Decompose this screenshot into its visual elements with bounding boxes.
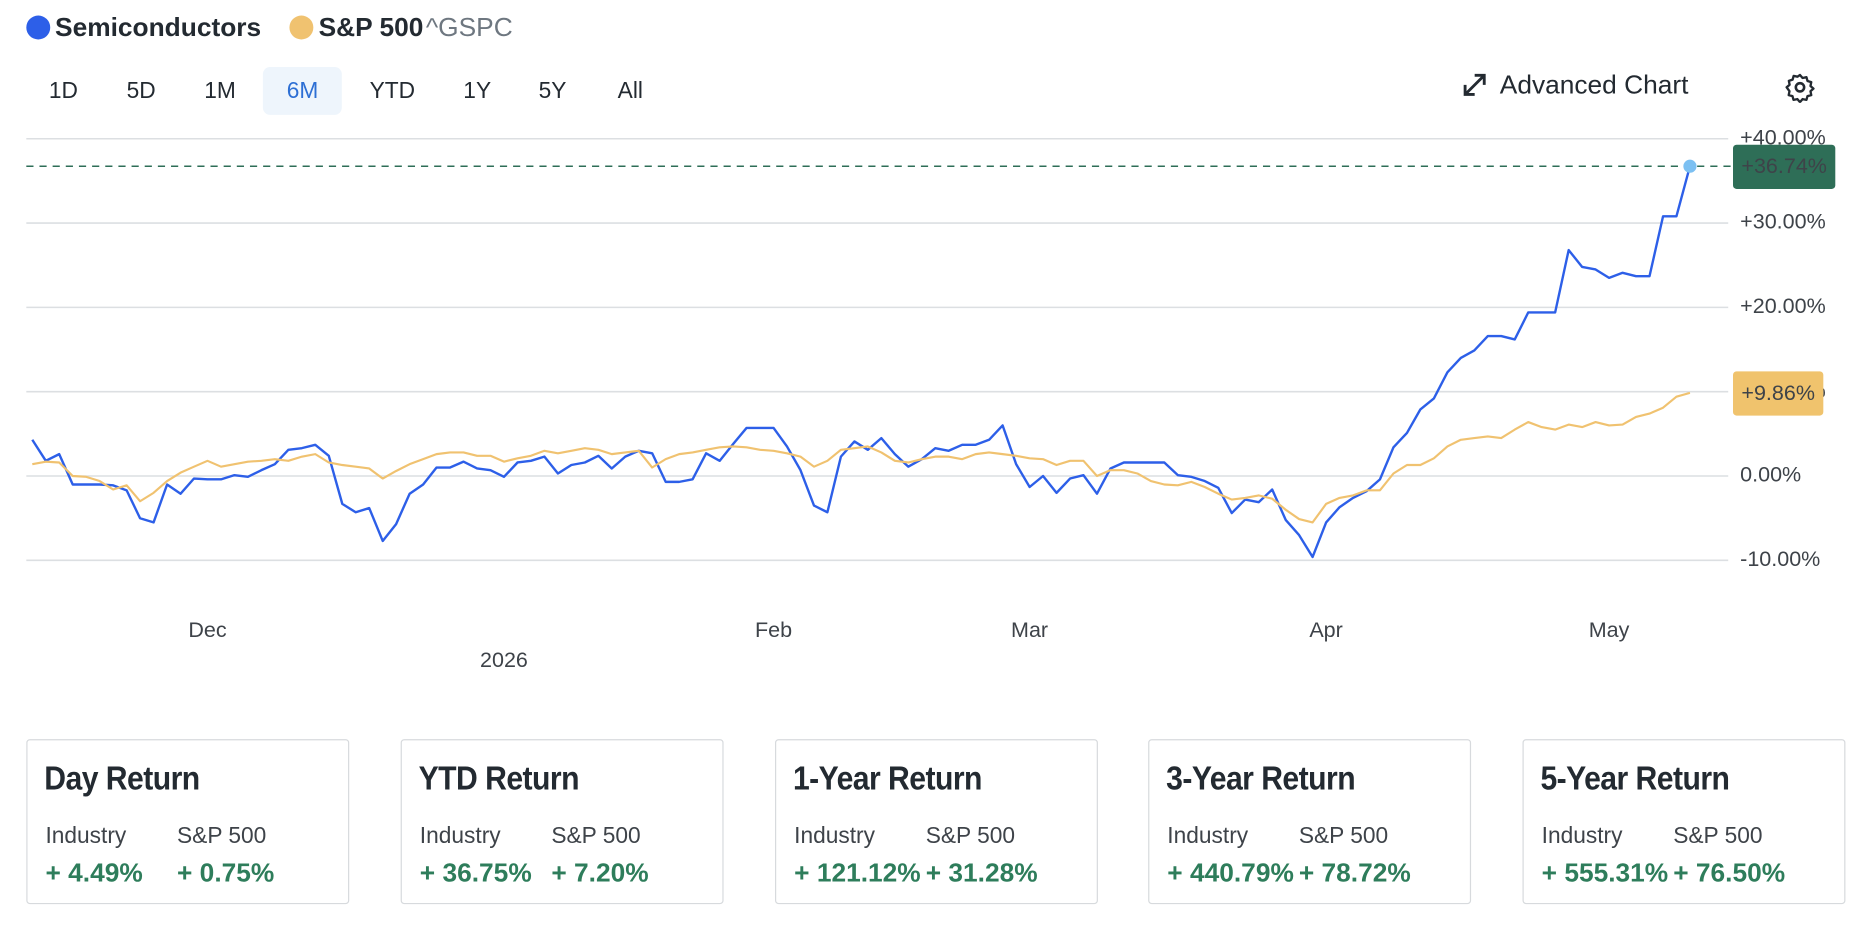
x-tick-label: Apr [1309,618,1342,642]
y-tick-label: -10.00% [1740,547,1820,571]
card-value: + 555.31% [1541,857,1669,888]
card-column-label: Industry [1541,824,1623,850]
series-line [32,391,1691,524]
x-tick-label: May [1589,618,1630,642]
legend: Semiconductors S&P 500 ^GSPC [26,12,534,43]
range-tab[interactable]: All [617,78,643,105]
card-title: 3-Year Return [1166,759,1356,797]
range-tab[interactable]: 5Y [538,78,567,105]
card-column-label: S&P 500 [925,824,1015,850]
last-value-label: +36.74% [1741,154,1827,178]
range-tab[interactable]: 1Y [463,78,492,105]
return-card: 1-Year Return Industry S&P 500 + 121.12% + 3… [775,739,1098,905]
last-value-box [1733,144,1836,189]
advanced-chart-button[interactable]: Advanced Chart [1462,69,1689,100]
card-column-label: Industry [794,824,875,850]
card-value: + 78.72% [1298,857,1411,888]
range-tab[interactable]: 1D [48,78,78,105]
last-value-badge: +36.74% [1733,144,1836,189]
y-tick-label: +30.00% [1740,210,1826,234]
chart: -10.00%0.00%+10.00%+20.00%+30.00%+40.00%… [26,125,1836,672]
card-column-label: S&P 500 [551,824,641,850]
last-value-label: +9.86% [1741,381,1815,405]
legend-dot [289,15,314,40]
legend-item: Semiconductors [26,12,261,43]
return-card: 3-Year Return Industry S&P 500 + 440.79% + 7… [1148,739,1472,905]
card-column-label: Industry [45,824,127,850]
last-point [1683,159,1697,173]
y-tick-label: +20.00% [1740,294,1826,318]
card-title: 1-Year Return [792,759,983,797]
card-value: + 121.12% [794,857,921,888]
last-value-badge: +9.86% [1733,371,1824,416]
range-tab[interactable]: 5D [126,78,156,105]
card-value: + 31.28% [925,857,1038,888]
advanced-chart-label: Advanced Chart [1499,69,1689,100]
settings-icon[interactable] [1784,72,1815,103]
card-value: + 76.50% [1673,857,1786,888]
x-tick-label: Dec [188,618,227,642]
expand-icon [1463,73,1486,96]
card-value: + 4.49% [45,857,143,888]
card-title: Day Return [44,759,200,797]
x-tick-label: 2026 [480,648,528,672]
card-title: 5-Year Return [1540,759,1730,797]
x-tick-label: Feb [755,618,792,642]
return-card: 5-Year Return Industry S&P 500 + 555.31% + 7… [1522,739,1846,905]
card-column-label: S&P 500 [1673,824,1763,850]
x-tick-label: Mar [1011,618,1048,642]
legend-label: Semiconductors [55,11,262,42]
legend-label: S&P 500 [318,11,424,42]
legend-dot [26,15,51,40]
legend-symbol: ^GSPC [425,11,513,42]
card-column-label: S&P 500 [1298,824,1389,850]
card-value: + 7.20% [551,857,649,888]
card-value: + 0.75% [177,857,275,888]
card-column-label: S&P 500 [177,824,267,850]
range-tab[interactable]: YTD [369,78,416,105]
return-card: YTD Return Industry S&P 500 + 36.75% + 7.20% [400,739,724,905]
series-line [31,165,1692,559]
last-value-box [1733,371,1824,416]
card-column-label: Industry [419,824,501,850]
card-value: + 36.75% [419,857,532,888]
range-tab[interactable]: 6M [262,66,343,115]
y-tick-label: 0.00% [1740,463,1801,487]
legend-item: S&P 500 ^GSPC [289,11,513,43]
card-value: + 440.79% [1167,857,1294,888]
card-title: YTD Return [418,759,580,797]
card-column-label: Industry [1167,824,1249,850]
range-tab[interactable]: 1M [204,78,236,105]
return-card: Day Return Industry S&P 500 + 4.49% + 0.75% [26,739,350,905]
